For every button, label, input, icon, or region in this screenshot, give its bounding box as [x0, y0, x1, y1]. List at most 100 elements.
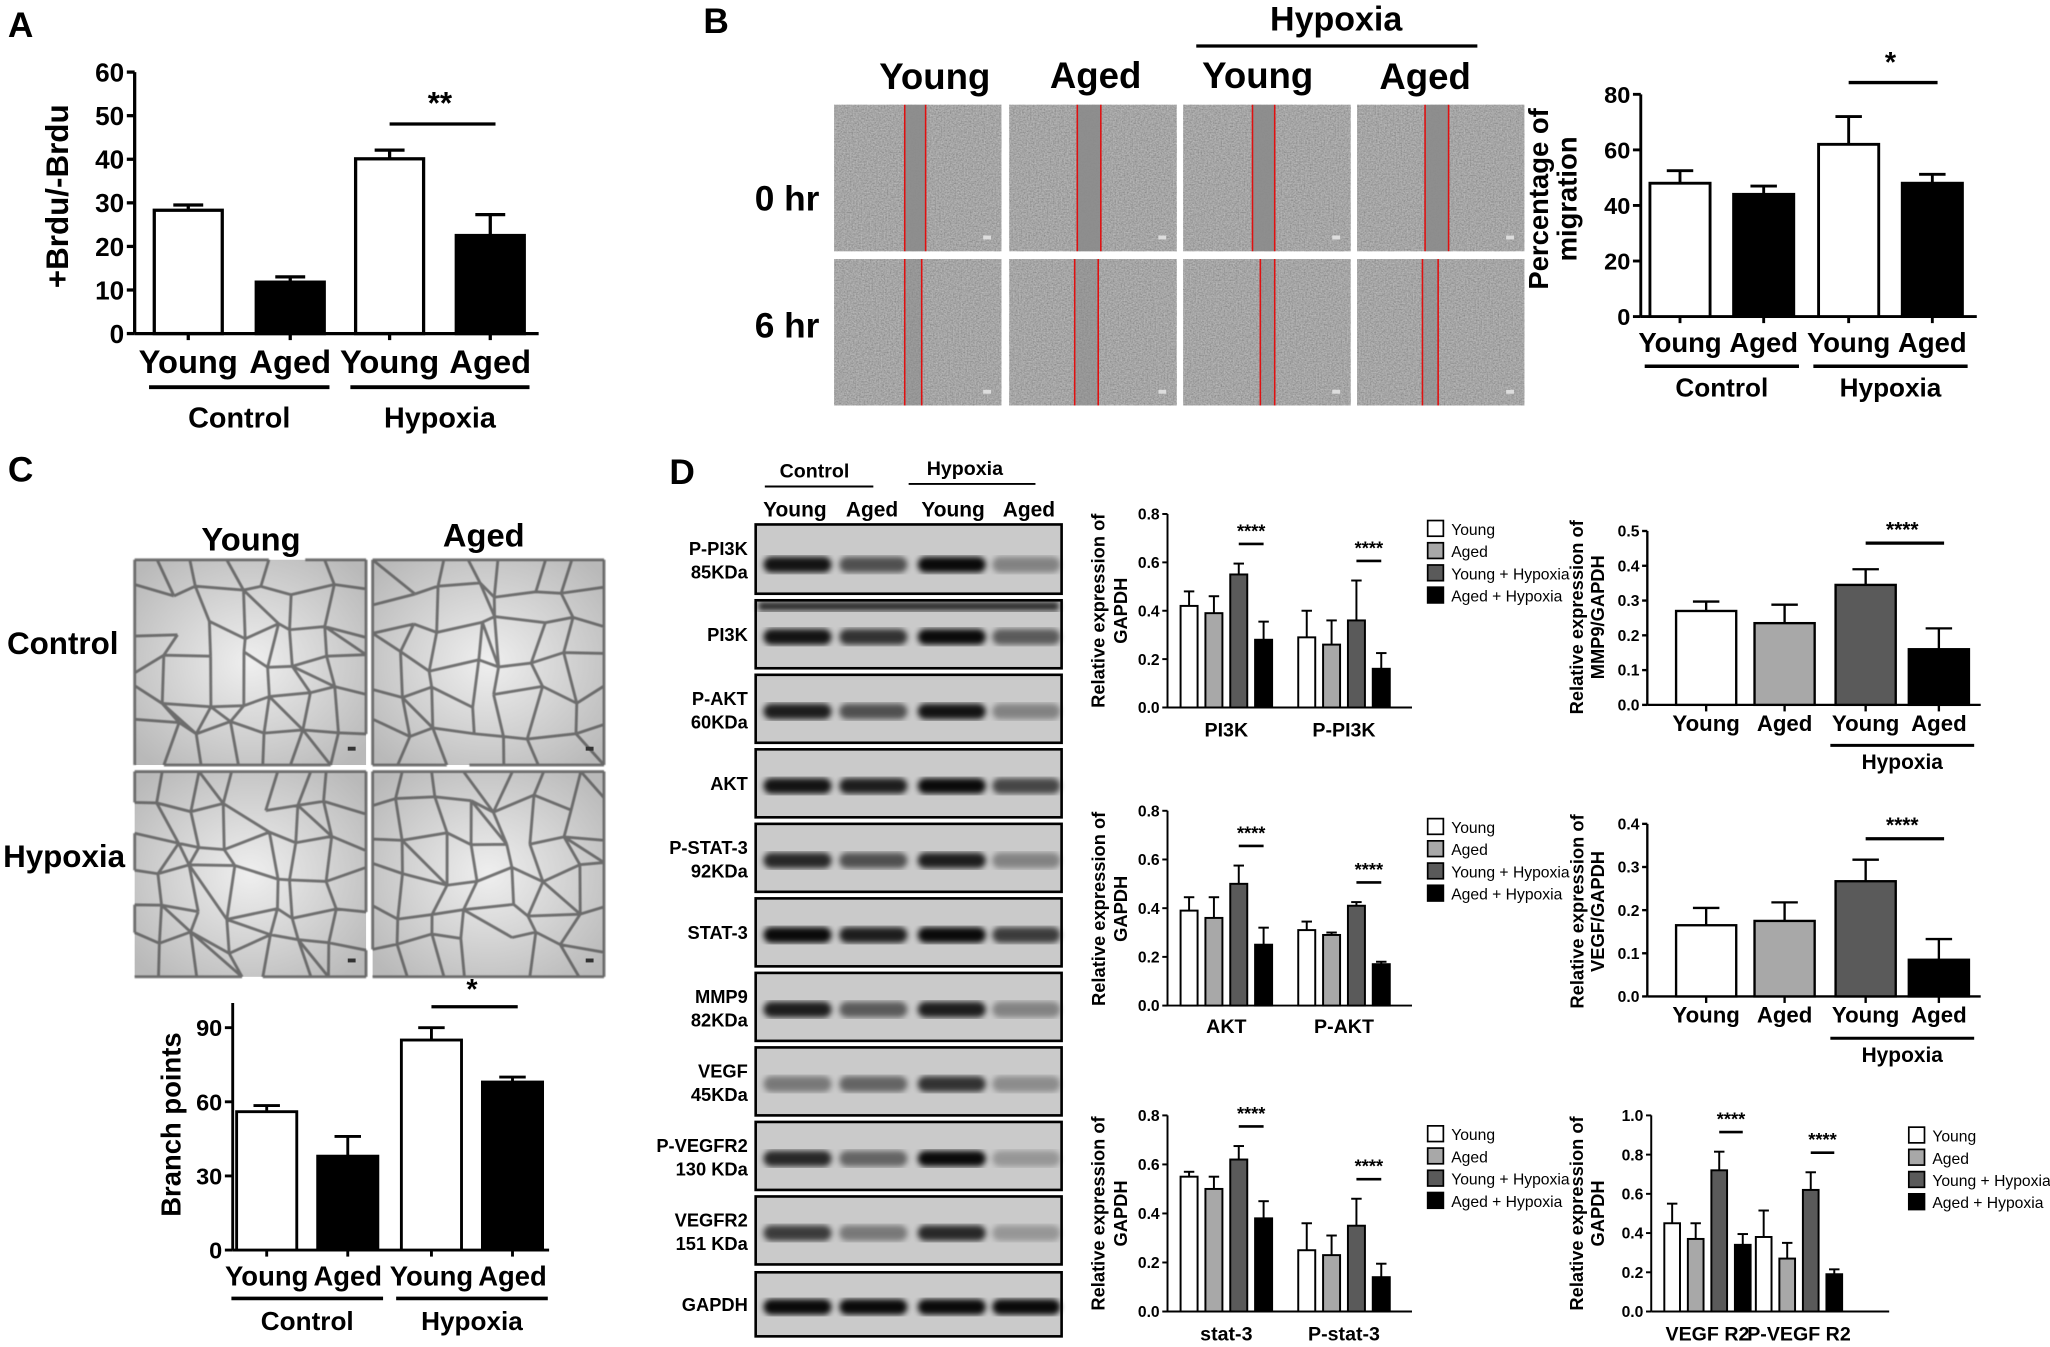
blot-row-akt: AKT [710, 748, 1063, 819]
bar-young-hypoxia [1229, 1158, 1249, 1313]
y-tick-label: 1.0 [1622, 1108, 1644, 1125]
blot-band [917, 1150, 986, 1167]
blot-band [917, 778, 986, 794]
y-tick-label: 0.2 [1138, 652, 1160, 669]
scale-bar [585, 958, 594, 963]
chart-d-mmp9: 0.0 0.1 0.2 0.3 0.4 0.5 Relative expression of… [1566, 519, 1981, 774]
blot-label: GAPDH [682, 1294, 748, 1315]
y-tick-label: 0.4 [1138, 603, 1160, 620]
y-axis-label: Relative expression of [1088, 811, 1109, 1006]
bar-young-hypoxia [1229, 573, 1249, 709]
bar-young-hypoxia [1346, 619, 1366, 709]
wound-gap [904, 104, 926, 252]
scratch-image [1009, 104, 1177, 252]
b-row-6hr: 6 hr [755, 306, 820, 345]
legend-label: Young [1451, 820, 1495, 837]
blot-band [917, 852, 986, 869]
scale-bar [1506, 235, 1514, 240]
bar-aged [1322, 643, 1342, 709]
category-label: Aged [1911, 711, 1967, 736]
significance-label: * [466, 974, 478, 1006]
b-col-young-hypoxia: Young [1202, 55, 1313, 96]
legend-swatch [1426, 1147, 1445, 1165]
category-label: Aged [449, 343, 531, 380]
y-tick-label: 0.2 [1138, 950, 1160, 967]
legend-swatch [1426, 541, 1445, 560]
category-label: P-AKT [1314, 1016, 1374, 1038]
bar-young [1834, 583, 1897, 707]
y-tick-label: 10 [95, 275, 124, 305]
blot-band [839, 927, 908, 943]
blot-band [992, 1299, 1061, 1315]
y-tick-label: 80 [1604, 82, 1630, 108]
c-row-control: Control [7, 626, 118, 661]
blot-band [917, 1225, 986, 1241]
blot-band [763, 1299, 832, 1315]
bar-young [1297, 1249, 1317, 1313]
legend-swatch [1426, 564, 1445, 582]
blot-band [839, 1150, 908, 1167]
image-texture [1357, 259, 1525, 406]
tube-formation-images [133, 558, 606, 979]
blot-band [839, 1225, 908, 1241]
significance-label: **** [1237, 1103, 1266, 1124]
y-tick-label: 0.2 [1138, 1255, 1160, 1272]
bar-young-hypoxia [1801, 1188, 1820, 1313]
blot-band [763, 927, 832, 943]
bar-aged-hypoxia [1254, 943, 1274, 1007]
blot-band [763, 1076, 832, 1092]
y-tick-label: 60 [95, 58, 124, 88]
scale-bar [1332, 389, 1341, 394]
significance-label: **** [1355, 859, 1384, 880]
bar-young [353, 157, 426, 336]
blot-band [839, 703, 908, 720]
y-tick-label: 0.4 [1138, 1206, 1160, 1223]
category-label: Young [225, 1260, 308, 1291]
y-tick-label: 0.0 [1138, 1304, 1160, 1321]
significance-label: **** [1886, 814, 1919, 837]
blot-band [839, 852, 908, 869]
y-axis-label: GAPDH [1110, 876, 1131, 942]
y-tick-label: 0.8 [1138, 507, 1160, 524]
y-tick-label: 0 [209, 1238, 222, 1264]
category-label: Young [1672, 1003, 1739, 1028]
y-tick-label: 0.3 [1618, 593, 1640, 610]
wound-gap [1074, 259, 1099, 406]
blot-mw-label: 85KDa [691, 562, 749, 583]
group-label: Hypoxia [421, 1306, 523, 1336]
blot-band [763, 778, 832, 794]
legend-label: Young [1932, 1129, 1976, 1146]
legend-label: Aged [1932, 1151, 1969, 1168]
bar-aged [1778, 1257, 1797, 1313]
legend-label: Aged + Hypoxia [1451, 887, 1562, 904]
legend-swatch [1426, 884, 1445, 902]
y-axis-label: migration [1552, 136, 1583, 261]
significance-label: **** [1355, 537, 1384, 558]
tube-image [133, 558, 368, 767]
legend-swatch [1907, 1192, 1926, 1211]
category-label: Aged [1729, 327, 1798, 358]
panel-label-d: D [669, 453, 694, 492]
y-tick-label: 90 [196, 1015, 222, 1041]
category-label: Young [1832, 711, 1899, 736]
blot-band [992, 778, 1061, 794]
scale-bar [1332, 235, 1341, 240]
y-axis-label: Relative expression of [1088, 513, 1109, 708]
bar-aged-hypoxia [1371, 963, 1391, 1007]
significance-label: **** [1808, 1129, 1837, 1150]
bar-young [235, 1110, 299, 1252]
scratch-image [834, 104, 1002, 252]
blot-label: P-PI3K [689, 538, 749, 559]
chart-d-vegf: 0.0 0.1 0.2 0.3 0.4 Relative expression of VEG… [1566, 813, 1981, 1067]
significance-label: **** [1886, 519, 1919, 542]
d-lane-aged: Aged [846, 499, 898, 522]
blot-label: MMP9 [695, 986, 748, 1007]
blot-band [992, 852, 1061, 869]
blot-band [758, 601, 1059, 611]
y-tick-label: 20 [95, 232, 124, 262]
wound-gap [1260, 259, 1275, 406]
blot-band [839, 1001, 908, 1018]
